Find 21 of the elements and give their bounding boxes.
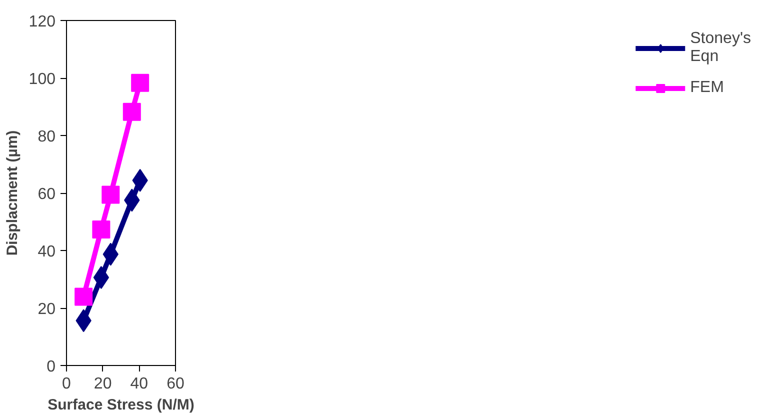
y-tick-label: 20 <box>38 301 56 318</box>
point <box>102 186 120 204</box>
point <box>74 288 93 306</box>
y-tick-label: 60 <box>38 186 56 203</box>
x-tick-label: 0 <box>62 376 72 392</box>
point <box>131 74 150 92</box>
legend-label: FEM <box>690 79 724 97</box>
x-axis-title: Surface Stress (N/M) <box>48 396 194 414</box>
y-tick-label: 80 <box>38 128 56 146</box>
y-tick-label: 0 <box>46 358 56 376</box>
point <box>92 220 110 239</box>
x-tick-label: 60 <box>166 376 184 392</box>
point <box>122 102 141 121</box>
y-tick-label: 120 <box>28 14 56 30</box>
x-tick-label: 40 <box>130 376 148 392</box>
y-tick-label: 40 <box>38 244 56 260</box>
y-tick-label: 100 <box>28 71 56 88</box>
y-axis-title: Displacment (µm) <box>4 130 21 256</box>
x-tick-label: 20 <box>94 376 112 392</box>
point <box>93 266 110 290</box>
legend-label: Stoney's Eqn <box>690 30 751 66</box>
